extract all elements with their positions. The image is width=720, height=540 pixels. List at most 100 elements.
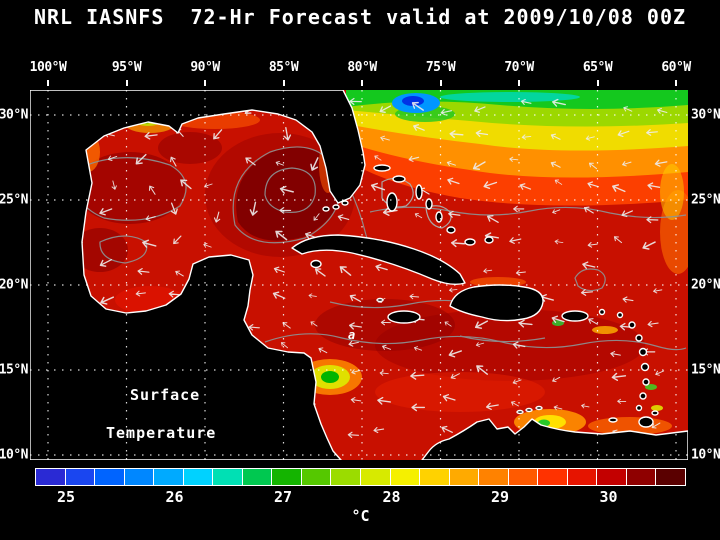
wind-arrow bbox=[651, 422, 661, 429]
wind-arrow bbox=[148, 185, 156, 195]
gridlines bbox=[30, 90, 688, 460]
wind-arrow bbox=[621, 210, 633, 218]
colorbar-segment bbox=[597, 469, 626, 485]
land-cuba bbox=[291, 234, 466, 286]
colorbar-segment bbox=[656, 469, 686, 485]
landmask bbox=[30, 90, 688, 460]
land-bahamas bbox=[425, 198, 433, 210]
land-bahamas bbox=[415, 184, 423, 200]
wind-arrow bbox=[137, 268, 150, 275]
wind-arrow bbox=[654, 159, 668, 167]
wind-arrow bbox=[310, 321, 318, 327]
colorbar-segment bbox=[508, 469, 538, 485]
wind-arrow bbox=[380, 135, 390, 142]
wind-arrow bbox=[623, 106, 633, 112]
wind-arrow bbox=[350, 397, 362, 403]
land-lesser-antilles bbox=[642, 378, 650, 386]
lat-tick-label: 25°N bbox=[691, 192, 720, 208]
wind-arrow bbox=[518, 319, 533, 328]
wind-arrow bbox=[587, 242, 598, 248]
wind-arrow bbox=[655, 370, 665, 376]
colorbar-segment bbox=[361, 469, 390, 485]
colorbar-tick-label: 29 bbox=[490, 488, 510, 506]
wind-arrow bbox=[588, 162, 598, 170]
land-abc-islands bbox=[525, 407, 533, 413]
wind-arrow bbox=[310, 157, 319, 171]
wind-arrow bbox=[135, 290, 146, 297]
wind-arrow bbox=[647, 320, 659, 328]
lon-tick-label: 70°W bbox=[504, 60, 534, 75]
land-bahamas bbox=[373, 164, 391, 172]
colorbar-segment bbox=[272, 469, 301, 485]
lat-tick-label: 10°N bbox=[0, 447, 29, 463]
land-lesser-antilles bbox=[638, 347, 648, 357]
land-florida-keys bbox=[332, 204, 340, 210]
colorbar-tick-label: 25 bbox=[56, 488, 76, 506]
wind-arrow bbox=[450, 373, 460, 380]
wind-arrow bbox=[411, 403, 426, 412]
land-isle-of-youth bbox=[310, 259, 322, 269]
wind-arrow bbox=[552, 376, 561, 383]
map-label-surface: Surface bbox=[130, 386, 201, 404]
sst-warm-features bbox=[72, 111, 688, 435]
land-lesser-antilles bbox=[628, 321, 636, 329]
colorbar-segment bbox=[65, 469, 95, 485]
wind-arrow bbox=[475, 342, 485, 347]
lon-tick-label: 95°W bbox=[111, 60, 142, 75]
wind-arrow bbox=[318, 347, 328, 354]
wind-arrow bbox=[347, 431, 360, 439]
wind-arrow bbox=[617, 130, 630, 138]
colorbar-tick-label: 28 bbox=[382, 488, 401, 506]
lat-tick-label: 30°N bbox=[0, 107, 29, 123]
wind-arrow bbox=[99, 208, 113, 216]
latitude-axis-right: 30°N 25°N 20°N 15°N 10°N bbox=[691, 90, 720, 463]
wind-arrow bbox=[337, 214, 350, 221]
wind-arrow bbox=[280, 342, 289, 349]
wind-arrow bbox=[170, 156, 177, 167]
wind-arrow bbox=[613, 236, 623, 244]
wind-arrow bbox=[610, 351, 621, 358]
land-south-america bbox=[421, 418, 688, 460]
colorbar-unit-label: °C bbox=[351, 507, 370, 525]
wind-arrow bbox=[622, 161, 632, 167]
wind-arrow bbox=[249, 201, 258, 216]
wind-arrow bbox=[142, 239, 157, 248]
wind-arrow bbox=[409, 293, 420, 300]
land-bahamas bbox=[484, 236, 494, 244]
lon-tick-label: 100°W bbox=[29, 60, 67, 75]
wind-arrow bbox=[275, 161, 284, 166]
wind-arrow bbox=[414, 346, 422, 351]
lon-tick-mark bbox=[596, 80, 599, 86]
wind-arrow bbox=[413, 124, 425, 131]
lon-tick-label: 85°W bbox=[268, 60, 299, 75]
wind-arrow bbox=[611, 372, 627, 381]
wind-arrow bbox=[370, 182, 386, 191]
wind-arrow bbox=[550, 133, 561, 140]
wind-arrow bbox=[446, 160, 456, 166]
land-lesser-antilles bbox=[616, 311, 624, 319]
colorbar-tick-label: 30 bbox=[599, 488, 618, 506]
land-lesser-antilles bbox=[598, 308, 606, 316]
colorbar-segment bbox=[36, 469, 65, 485]
land-florida-keys bbox=[322, 206, 330, 212]
wind-arrow bbox=[486, 215, 499, 223]
colorbar-segment bbox=[183, 469, 213, 485]
wind-arrow bbox=[581, 403, 590, 409]
wind-arrow bbox=[550, 161, 561, 168]
wind-arrow bbox=[349, 322, 362, 330]
land-florida-keys bbox=[341, 200, 349, 206]
wind-arrow bbox=[520, 98, 532, 105]
lon-tick-mark bbox=[204, 80, 206, 86]
wind-arrow bbox=[168, 290, 181, 298]
wind-arrow bbox=[248, 324, 260, 331]
wind-arrow bbox=[612, 184, 626, 193]
wind-arrow bbox=[511, 401, 519, 407]
wind-arrow bbox=[653, 288, 663, 294]
colorbar-segment bbox=[449, 469, 479, 485]
wind-arrow bbox=[111, 180, 117, 190]
lon-tick-label: 75°W bbox=[425, 60, 456, 75]
map-marker-a: a bbox=[348, 328, 356, 342]
land-hispaniola bbox=[449, 284, 544, 322]
wind-arrow bbox=[349, 97, 362, 106]
